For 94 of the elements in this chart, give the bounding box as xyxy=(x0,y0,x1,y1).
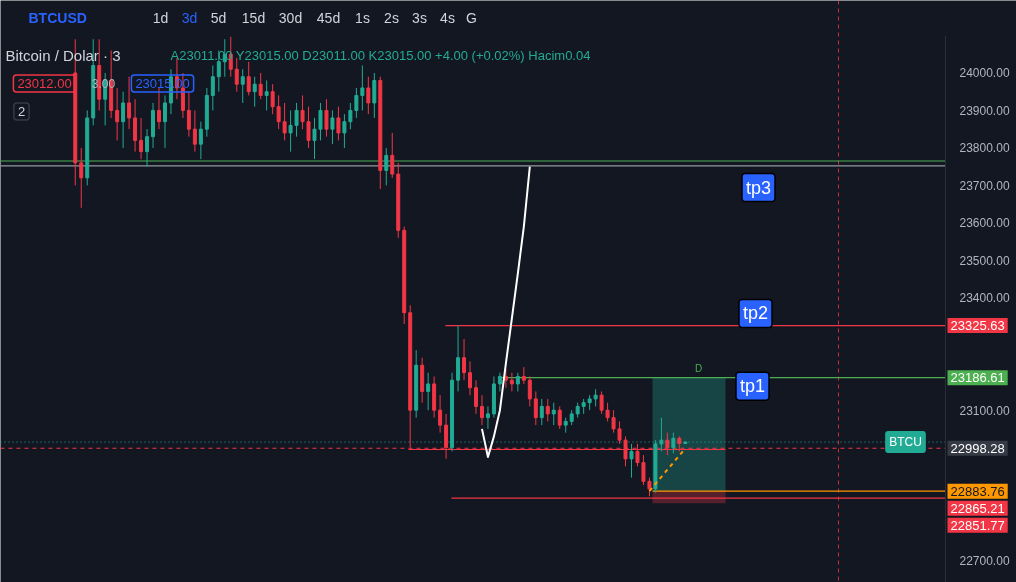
annotation: D xyxy=(694,363,703,374)
candlestick xyxy=(276,94,281,130)
annotation: 3.00 xyxy=(91,77,116,91)
candlestick xyxy=(545,398,550,422)
candlestick xyxy=(258,72,263,100)
candlestick xyxy=(426,372,431,411)
candlestick xyxy=(384,147,389,186)
candlestick xyxy=(533,390,538,426)
candlestick xyxy=(288,109,293,153)
text: 30d xyxy=(278,9,303,26)
candlestick xyxy=(294,102,299,138)
candlestick xyxy=(629,443,634,479)
candlestick xyxy=(479,394,484,426)
ref-line-label: 23186.61 xyxy=(950,370,1005,386)
candlestick xyxy=(115,87,120,141)
candlestick xyxy=(318,102,323,141)
text: 3d xyxy=(181,9,198,26)
candlestick xyxy=(139,117,144,160)
y-tick-label: 23400.00 xyxy=(959,291,1010,306)
text: 45d xyxy=(316,9,341,26)
text: 1s xyxy=(355,9,370,26)
candlestick xyxy=(252,76,257,108)
y-tick-label: 23600.00 xyxy=(959,216,1010,231)
candlestick xyxy=(127,76,132,130)
candlestick xyxy=(240,68,245,104)
candlestick xyxy=(366,76,371,115)
text: 2s xyxy=(384,9,399,26)
y-tick-label: 23900.00 xyxy=(959,103,1010,118)
y-tick-label: 23800.00 xyxy=(959,141,1010,156)
legend-label: 22851.77 xyxy=(950,517,1005,533)
ref-line-label: 22883.76 xyxy=(950,483,1005,499)
candlestick xyxy=(611,409,616,434)
text: 5d xyxy=(210,9,227,26)
candlestick xyxy=(474,379,478,415)
candlestick xyxy=(192,109,197,153)
candlestick xyxy=(121,91,126,149)
candlestick xyxy=(264,79,269,111)
candlestick xyxy=(605,402,610,422)
candlestick xyxy=(551,402,556,426)
candlestick xyxy=(462,338,467,381)
y-tick-label: 24000.00 xyxy=(959,66,1010,81)
ref-line-label: 22865.21 xyxy=(950,500,1005,516)
y-tick-label: 23100.00 xyxy=(959,403,1010,418)
candlestick xyxy=(162,94,167,149)
candlestick xyxy=(372,72,377,119)
ref-line-label: 22998.28 xyxy=(950,440,1005,456)
y-tick-label: 23700.00 xyxy=(959,178,1010,193)
candlestick xyxy=(133,98,138,153)
ref-line-label: 23325.63 xyxy=(950,318,1005,334)
candlestick xyxy=(342,113,347,149)
candlestick xyxy=(557,405,562,430)
candlestick xyxy=(468,360,472,396)
candlestick xyxy=(306,106,311,149)
text: 4s xyxy=(440,9,455,26)
candlestick xyxy=(300,94,305,130)
text: G xyxy=(466,9,477,26)
candlestick xyxy=(336,106,341,141)
candlestick xyxy=(515,372,520,392)
candlestick xyxy=(157,87,161,130)
candlestick xyxy=(617,420,622,445)
annotation: tp3 xyxy=(745,177,772,198)
candlestick xyxy=(282,102,287,141)
line-series xyxy=(480,165,531,458)
candlestick xyxy=(438,394,443,434)
candlestick xyxy=(509,372,514,392)
candlestick xyxy=(186,91,191,138)
candlestick xyxy=(485,405,490,430)
annotation: 23012.00 xyxy=(17,76,72,91)
candlestick xyxy=(330,109,335,145)
annotation: tp1 xyxy=(739,376,766,397)
y-tick-label: 22700.00 xyxy=(959,553,1010,568)
candlestick xyxy=(539,398,544,426)
candlestick xyxy=(210,64,215,111)
text: 3s xyxy=(412,9,427,26)
text: 1d xyxy=(152,9,169,26)
annotation: 2 xyxy=(17,104,26,119)
candlestick xyxy=(527,375,532,407)
text: BTCUSD xyxy=(28,9,87,26)
candlestick xyxy=(270,83,275,115)
candlestick xyxy=(79,147,84,209)
candlestick xyxy=(198,121,203,160)
candlestick xyxy=(390,132,395,179)
annotation: BTCU xyxy=(889,435,922,449)
candlestick xyxy=(246,61,251,96)
candlestick xyxy=(145,128,150,168)
candlestick xyxy=(671,432,676,454)
text: 15d xyxy=(241,9,266,26)
candlestick xyxy=(599,390,604,415)
annotation: tp2 xyxy=(742,303,769,324)
candlestick xyxy=(497,372,502,392)
y-tick-label: 23500.00 xyxy=(959,253,1010,268)
candlestick xyxy=(312,117,317,160)
candlestick xyxy=(324,98,329,138)
candlestick xyxy=(456,325,461,392)
